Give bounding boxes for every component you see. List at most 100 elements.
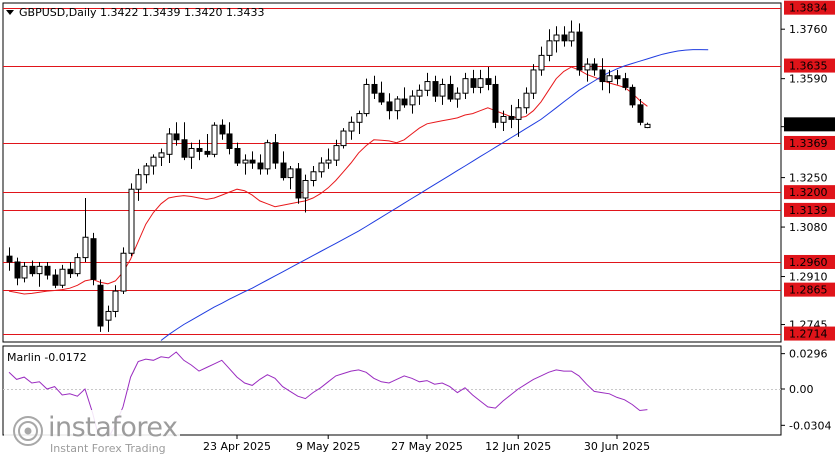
candle-body-bull xyxy=(530,69,537,94)
candle-body-bear xyxy=(44,265,51,276)
candle-body-bear xyxy=(432,81,439,97)
x-tick-label: 27 May 2025 xyxy=(391,440,463,453)
level-label-box xyxy=(784,135,835,150)
candle-body-bull xyxy=(211,124,218,155)
candle-body-bear xyxy=(622,78,629,88)
symbol-info: GBPUSD,Daily 1.3422 1.3439 1.3420 1.3433 xyxy=(19,6,264,19)
candle-body-bull xyxy=(310,171,317,182)
candle-body-bull xyxy=(166,133,173,155)
candle-body-bear xyxy=(67,268,74,275)
candle-body-bear xyxy=(280,162,287,179)
candle-body-bear xyxy=(204,150,211,155)
level-label-box xyxy=(784,58,835,73)
red-moving-average xyxy=(8,66,648,295)
level-label-box xyxy=(784,282,835,297)
candle-body-bear xyxy=(6,255,13,263)
level-label-box xyxy=(784,202,835,217)
candle-body-bear xyxy=(234,147,241,164)
candle-body-bull xyxy=(318,162,325,173)
candle-body-bear xyxy=(295,168,302,199)
candle-body-bear xyxy=(173,133,180,141)
candle-body-bear xyxy=(97,284,104,327)
instaforex-logo-icon xyxy=(13,416,43,446)
osc-tick-label: -0.0304 xyxy=(789,419,831,432)
candle-body-bear xyxy=(29,265,36,275)
y-tick-label: 1.3590 xyxy=(789,73,828,86)
candle-body-bull xyxy=(424,81,431,91)
level-label: 1.2714 xyxy=(789,328,828,341)
level-label-box xyxy=(784,0,835,15)
candle-body-bear xyxy=(599,69,606,83)
candle-body-bull xyxy=(462,78,469,94)
candle-body-bear xyxy=(614,75,621,80)
y-tick-label: 1.3760 xyxy=(789,23,828,36)
candle-body-bear xyxy=(386,101,393,112)
candle-body-bull xyxy=(150,156,157,167)
candle-body-bull xyxy=(363,83,370,115)
candle-body-bear xyxy=(257,162,264,170)
candle-body-bear xyxy=(591,63,598,71)
candle-body-bull xyxy=(409,95,416,106)
candle-body-bear xyxy=(181,139,188,158)
candle-body-bull xyxy=(348,121,355,132)
candle-body-bull xyxy=(553,34,560,42)
level-label: 1.3834 xyxy=(789,2,828,15)
candle-body-bull xyxy=(143,165,150,176)
candle-body-bull xyxy=(439,83,446,97)
candle-body-bull xyxy=(606,75,613,83)
candle-body-bull xyxy=(59,268,66,286)
x-tick-label: 9 May 2025 xyxy=(296,440,361,453)
candle-body-bear xyxy=(485,78,492,85)
candle-body-bear xyxy=(219,124,226,135)
candle-body-bull xyxy=(500,115,507,123)
candle-body-bull xyxy=(416,89,423,97)
candle-body-bull xyxy=(568,31,575,42)
x-tick-label: 23 Apr 2025 xyxy=(203,440,271,453)
level-label: 1.3369 xyxy=(789,137,828,150)
candle-body-bull xyxy=(158,152,165,158)
level-label: 1.3200 xyxy=(789,186,828,199)
level-label: 1.3635 xyxy=(789,60,828,73)
candle-body-bear xyxy=(14,261,21,279)
candle-body-bull xyxy=(584,63,591,71)
candle-body-bear xyxy=(272,142,279,164)
watermark: instaforex Instant Forex Trading xyxy=(4,410,180,456)
oscillator-panel-frame xyxy=(2,345,782,436)
candle-body-bull xyxy=(135,174,142,190)
candle-body-bear xyxy=(249,159,256,164)
candle-body-bull xyxy=(454,92,461,100)
blue-moving-average xyxy=(160,49,709,341)
y-tick-label: 1.2910 xyxy=(789,271,828,284)
candle-body-bear xyxy=(371,83,378,94)
candle-body-bull xyxy=(188,147,195,158)
candle-body-bull xyxy=(21,265,28,279)
level-label-box xyxy=(784,326,835,341)
level-label-box xyxy=(784,254,835,269)
candle-body-bull xyxy=(515,107,522,120)
candle-body-bear xyxy=(401,98,408,106)
candle-body-bear xyxy=(378,92,385,103)
level-label: 1.2960 xyxy=(789,256,828,269)
candle-body-bull xyxy=(333,145,340,161)
watermark-brand: instaforex xyxy=(48,412,178,443)
candle-body-bear xyxy=(90,238,97,280)
candle-body-bull xyxy=(302,180,309,199)
candle-body-bull xyxy=(287,168,294,179)
x-tick-label: 30 Jun 2025 xyxy=(584,440,650,453)
level-label-box xyxy=(784,185,835,200)
candle-body-bear xyxy=(508,115,515,120)
oscillator-title: Marlin -0.0172 xyxy=(7,351,87,364)
x-tick-label: 12 Jun 2025 xyxy=(485,440,551,453)
candle-body-bear xyxy=(470,78,477,88)
candle-body-bull xyxy=(264,142,271,170)
main-panel-frame xyxy=(2,2,782,343)
candle-body-bull xyxy=(242,159,249,164)
candle-body-bull xyxy=(644,123,651,129)
candle-body-bull xyxy=(325,159,332,164)
candle-body-bull xyxy=(120,252,127,292)
level-label: 1.3139 xyxy=(789,204,828,217)
watermark-tagline: Instant Forex Trading xyxy=(50,442,166,455)
candle-body-bull xyxy=(36,265,43,275)
candle-body-bull xyxy=(523,92,530,109)
level-label: 1.2865 xyxy=(789,284,828,297)
